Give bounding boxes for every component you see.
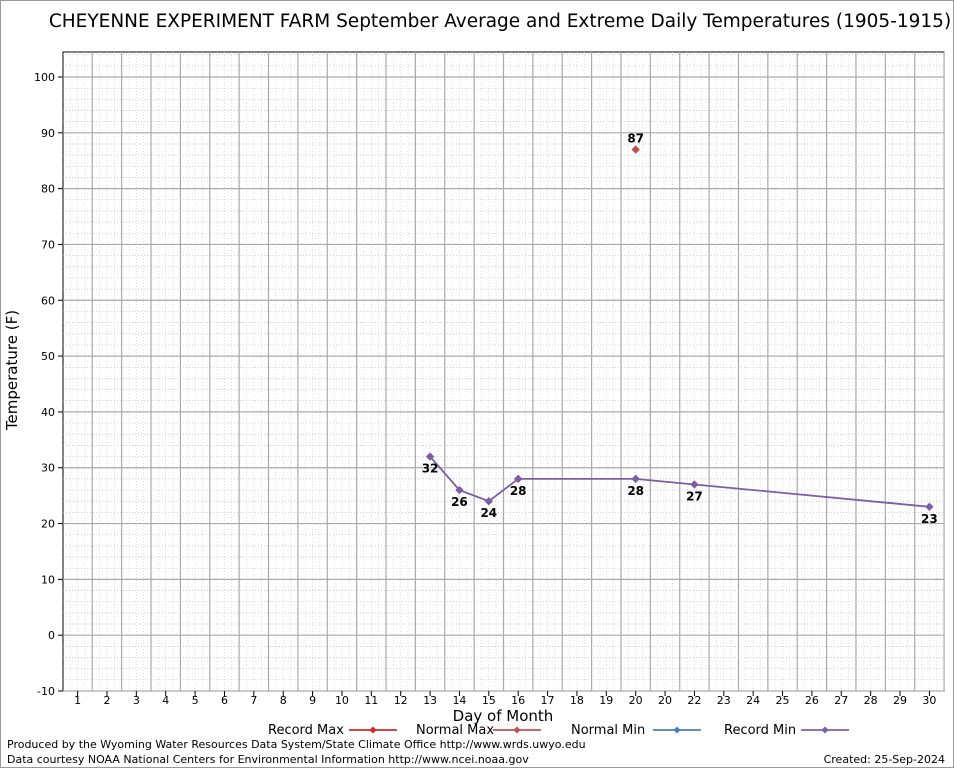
x-tick-label: 30 bbox=[922, 694, 936, 707]
legend-marker-normal-max bbox=[513, 726, 521, 734]
record-min-point bbox=[690, 480, 699, 489]
record-min-point bbox=[484, 497, 494, 506]
x-tick-label: 19 bbox=[599, 694, 613, 707]
record-min-point bbox=[925, 502, 934, 512]
x-tick-label: 5 bbox=[192, 694, 199, 707]
x-tick-label: 12 bbox=[394, 694, 408, 707]
record-min-data-label: 28 bbox=[627, 484, 644, 498]
y-tick-label: 20 bbox=[41, 518, 55, 531]
record-min-data-label: 32 bbox=[422, 462, 439, 476]
y-tick-label: 70 bbox=[41, 238, 55, 251]
legend-marker-normal-min bbox=[673, 726, 681, 734]
record-min-data-label: 27 bbox=[686, 489, 703, 503]
x-tick-label: 20 bbox=[629, 694, 643, 707]
record-min-data-label: 23 bbox=[921, 512, 938, 526]
y-tick-label: 100 bbox=[34, 71, 55, 84]
x-tick-label: 10 bbox=[335, 694, 349, 707]
x-tick-label: 7 bbox=[250, 694, 257, 707]
y-tick-label: -10 bbox=[37, 685, 55, 698]
x-tick-label: 8 bbox=[280, 694, 287, 707]
record-min-data-label: 24 bbox=[480, 506, 497, 520]
x-tick-label: 24 bbox=[746, 694, 760, 707]
y-axis-ticks: -10 0 10 20 30 40 50 60 70 80 90 100 bbox=[34, 71, 63, 698]
x-tick-label: 29 bbox=[893, 694, 907, 707]
record-min-point bbox=[631, 474, 640, 484]
x-axis-label: Day of Month bbox=[453, 707, 554, 725]
legend-label-normal-max: Normal Max bbox=[416, 723, 494, 738]
x-tick-label: 11 bbox=[364, 694, 378, 707]
footer-created: Created: 25-Sep-2024 bbox=[824, 753, 945, 766]
record-min-point bbox=[513, 474, 523, 484]
legend-label-normal-min: Normal Min bbox=[571, 723, 645, 738]
x-tick-label: 28 bbox=[864, 694, 878, 707]
y-tick-label: 0 bbox=[48, 629, 55, 642]
legend: Record Max Normal Max Normal Min Record Min bbox=[268, 723, 849, 738]
footer-courtesy: Data courtesy NOAA National Centers for … bbox=[7, 753, 529, 766]
x-tick-label: 15 bbox=[482, 694, 496, 707]
chart-title: CHEYENNE EXPERIMENT FARM September Avera… bbox=[49, 11, 951, 32]
legend-label-record-min: Record Min bbox=[724, 723, 796, 738]
legend-marker-record-max bbox=[369, 726, 377, 734]
record-min-point bbox=[425, 452, 435, 461]
y-tick-label: 80 bbox=[41, 183, 55, 196]
normal-max-point bbox=[631, 145, 640, 154]
x-tick-label: 22 bbox=[687, 694, 701, 707]
x-tick-label: 1 bbox=[74, 694, 81, 707]
x-tick-label: 6 bbox=[221, 694, 228, 707]
x-tick-label: 9 bbox=[309, 694, 316, 707]
y-tick-label: 60 bbox=[41, 294, 55, 307]
x-tick-label: 16 bbox=[511, 694, 525, 707]
x-axis-ticks: 1 2 3 4 5 6 7 8 9 10 11 12 13 14 15 16 17 18 19 20 20 22 23 24 2… bbox=[74, 691, 936, 707]
data-series: 87 32 26 24 28 28 27 23 bbox=[422, 132, 938, 526]
x-tick-label: 17 bbox=[541, 694, 555, 707]
x-tick-label: 2 bbox=[103, 694, 110, 707]
legend-label-record-max: Record Max bbox=[268, 723, 344, 738]
x-tick-label: 14 bbox=[452, 694, 466, 707]
x-tick-label: 25 bbox=[776, 694, 790, 707]
legend-marker-record-min bbox=[821, 726, 829, 734]
record-min-data-label: 28 bbox=[510, 484, 527, 498]
y-tick-label: 50 bbox=[41, 350, 55, 363]
record-min-point bbox=[455, 485, 464, 495]
y-axis-label: Temperature (F) bbox=[3, 310, 21, 431]
normal-max-data-label: 87 bbox=[627, 132, 644, 146]
x-tick-label: 13 bbox=[423, 694, 437, 707]
footer-producer: Produced by the Wyoming Water Resources … bbox=[7, 738, 586, 751]
x-tick-label: 3 bbox=[133, 694, 140, 707]
x-tick-label: 23 bbox=[717, 694, 731, 707]
major-gridlines bbox=[63, 52, 945, 692]
y-tick-label: 90 bbox=[41, 127, 55, 140]
record-min-data-label: 26 bbox=[451, 495, 468, 509]
y-tick-label: 30 bbox=[41, 462, 55, 475]
x-tick-label: 18 bbox=[570, 694, 584, 707]
y-tick-label: 40 bbox=[41, 406, 55, 419]
y-tick-label: 10 bbox=[41, 573, 55, 586]
x-tick-label: 26 bbox=[805, 694, 819, 707]
x-tick-label: 27 bbox=[834, 694, 848, 707]
x-tick-label: 20 bbox=[658, 694, 672, 707]
x-tick-label: 4 bbox=[162, 694, 169, 707]
